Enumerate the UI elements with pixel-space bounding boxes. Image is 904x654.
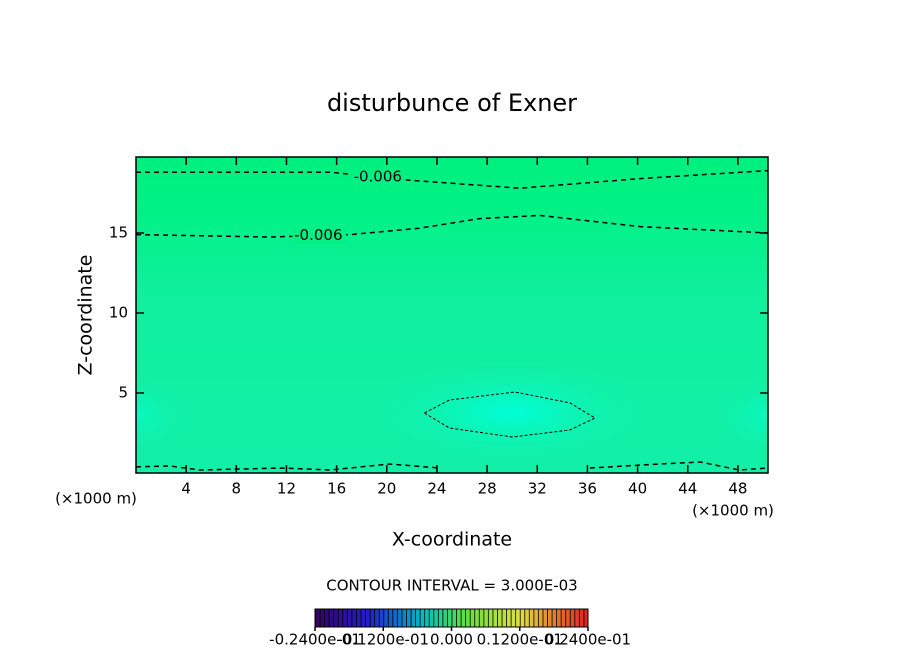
colorbar-tick-label: -0.1200e-01	[337, 631, 429, 649]
x-tick-label: 36	[578, 480, 597, 498]
x-tick-label: 8	[232, 480, 242, 498]
x-tick-label: 44	[678, 480, 697, 498]
x-tick-label: 12	[277, 480, 296, 498]
contour-line	[424, 391, 597, 438]
field	[136, 157, 768, 473]
contour-label-bg	[292, 227, 347, 244]
y-tick-label: 10	[109, 304, 128, 322]
colorbar-tick-label: -0.2400e-01	[269, 631, 361, 649]
x-tick-label: 4	[181, 480, 191, 498]
x-tick-label: 48	[728, 480, 747, 498]
x-tick-label: 32	[528, 480, 547, 498]
x-unit: (×1000 m)	[55, 490, 137, 508]
colorbar-tick-label: 0.000	[430, 631, 473, 649]
contour-line	[135, 461, 769, 471]
y-tick-label: 15	[109, 224, 128, 242]
x-unit: (×1000 m)	[692, 502, 774, 520]
x-tick-label: 28	[478, 480, 497, 498]
colorbar-tick-label: 0.1200e-01	[477, 631, 563, 649]
x-tick-label: 24	[427, 480, 446, 498]
plot-frame	[135, 156, 769, 474]
chart-title: disturbunce of Exner	[327, 89, 577, 117]
colorbar-frame	[314, 608, 589, 628]
colorbar-tick-label: 0.2400e-01	[545, 631, 631, 649]
y-tick-label: 5	[118, 384, 128, 402]
x-tick-label: 20	[377, 480, 396, 498]
contour-label: -0.006	[354, 168, 402, 186]
contour-line	[136, 169, 769, 189]
y-axis-label: Z-coordinate	[75, 255, 97, 376]
contour-label: -0.006	[294, 226, 342, 244]
x-tick-label: 40	[628, 480, 647, 498]
x-tick-label: 16	[327, 480, 346, 498]
x-axis-label: X-coordinate	[392, 529, 512, 551]
contour-label-bg	[351, 169, 406, 185]
contour-line	[135, 214, 769, 238]
subtitle: CONTOUR INTERVAL = 3.000E-03	[326, 577, 577, 595]
